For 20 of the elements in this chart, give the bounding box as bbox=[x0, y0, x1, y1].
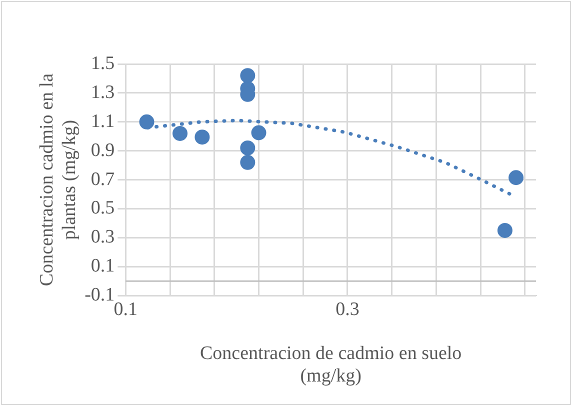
y-tick-label: 0.9 bbox=[90, 140, 115, 161]
y-tick-label: 1.5 bbox=[90, 52, 115, 74]
point bbox=[139, 114, 154, 130]
point bbox=[194, 130, 210, 145]
y-axis-title: Concentracion cadmio en la plantas (mg/kg) bbox=[36, 72, 80, 286]
point bbox=[497, 222, 512, 238]
y-tick-label: -0.1 bbox=[84, 284, 115, 306]
point bbox=[240, 140, 256, 156]
point bbox=[240, 68, 256, 84]
y-tick-label: 1.1 bbox=[90, 110, 115, 132]
point bbox=[172, 126, 188, 141]
y-tick-label: 0.1 bbox=[90, 256, 115, 277]
point bbox=[251, 125, 266, 140]
x-axis-title: Concentracion de cadmio en suelo (mg/kg) bbox=[200, 342, 462, 387]
point bbox=[240, 154, 256, 170]
y-tick-label: 0.3 bbox=[90, 226, 115, 248]
point bbox=[508, 170, 524, 186]
y-tick-label: 0.7 bbox=[90, 168, 115, 190]
y-tick-label: 1.3 bbox=[90, 82, 115, 103]
y-tick-label: 0.5 bbox=[90, 198, 115, 219]
